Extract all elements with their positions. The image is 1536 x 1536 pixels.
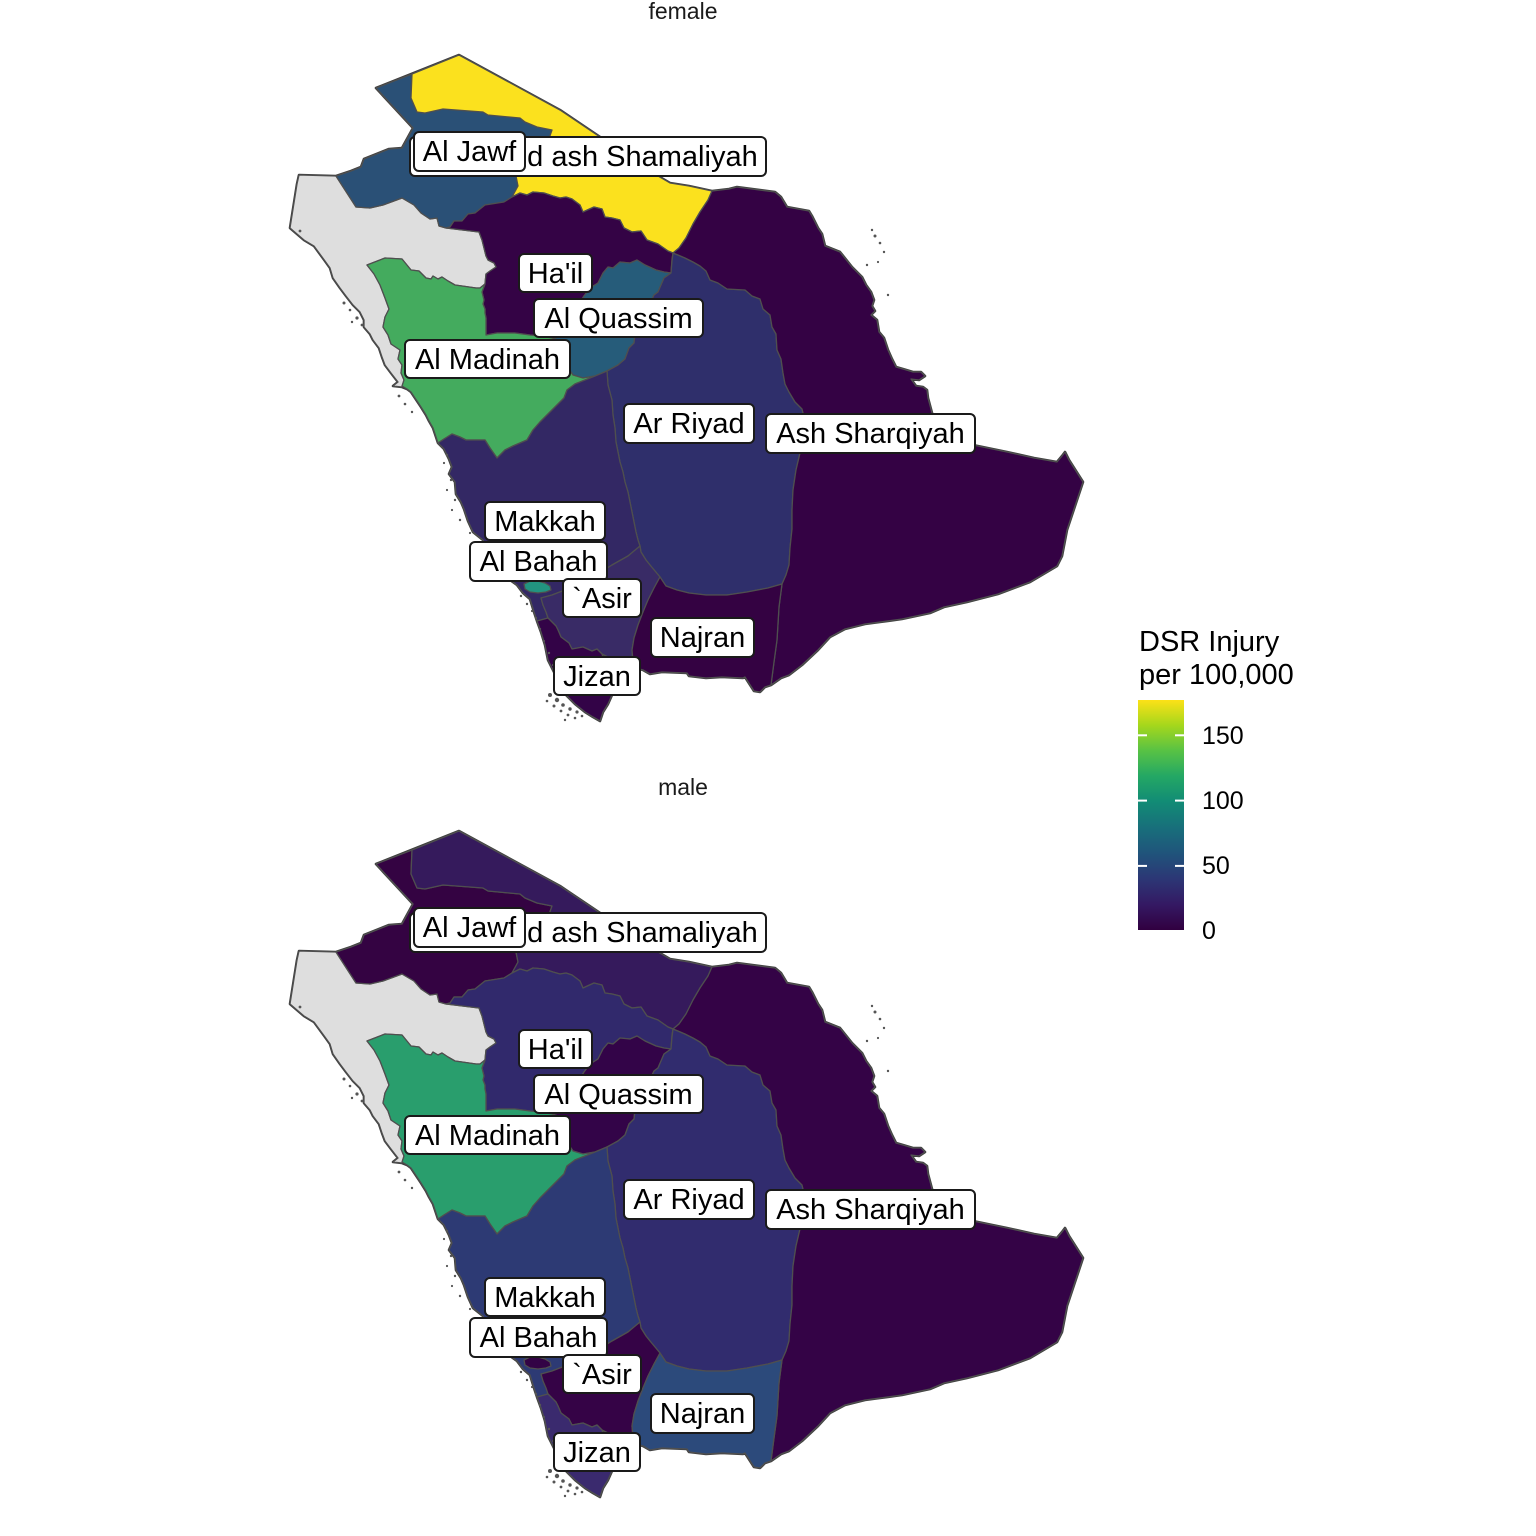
svg-text:150: 150 [1202,722,1244,750]
svg-text:female: female [648,0,717,24]
svg-text:per 100,000: per 100,000 [1139,659,1294,691]
svg-text:0: 0 [1202,917,1216,945]
svg-text:male: male [658,774,708,800]
svg-text:DSR Injury: DSR Injury [1139,626,1280,658]
svg-text:100: 100 [1202,787,1244,815]
svg-text:50: 50 [1202,852,1230,880]
